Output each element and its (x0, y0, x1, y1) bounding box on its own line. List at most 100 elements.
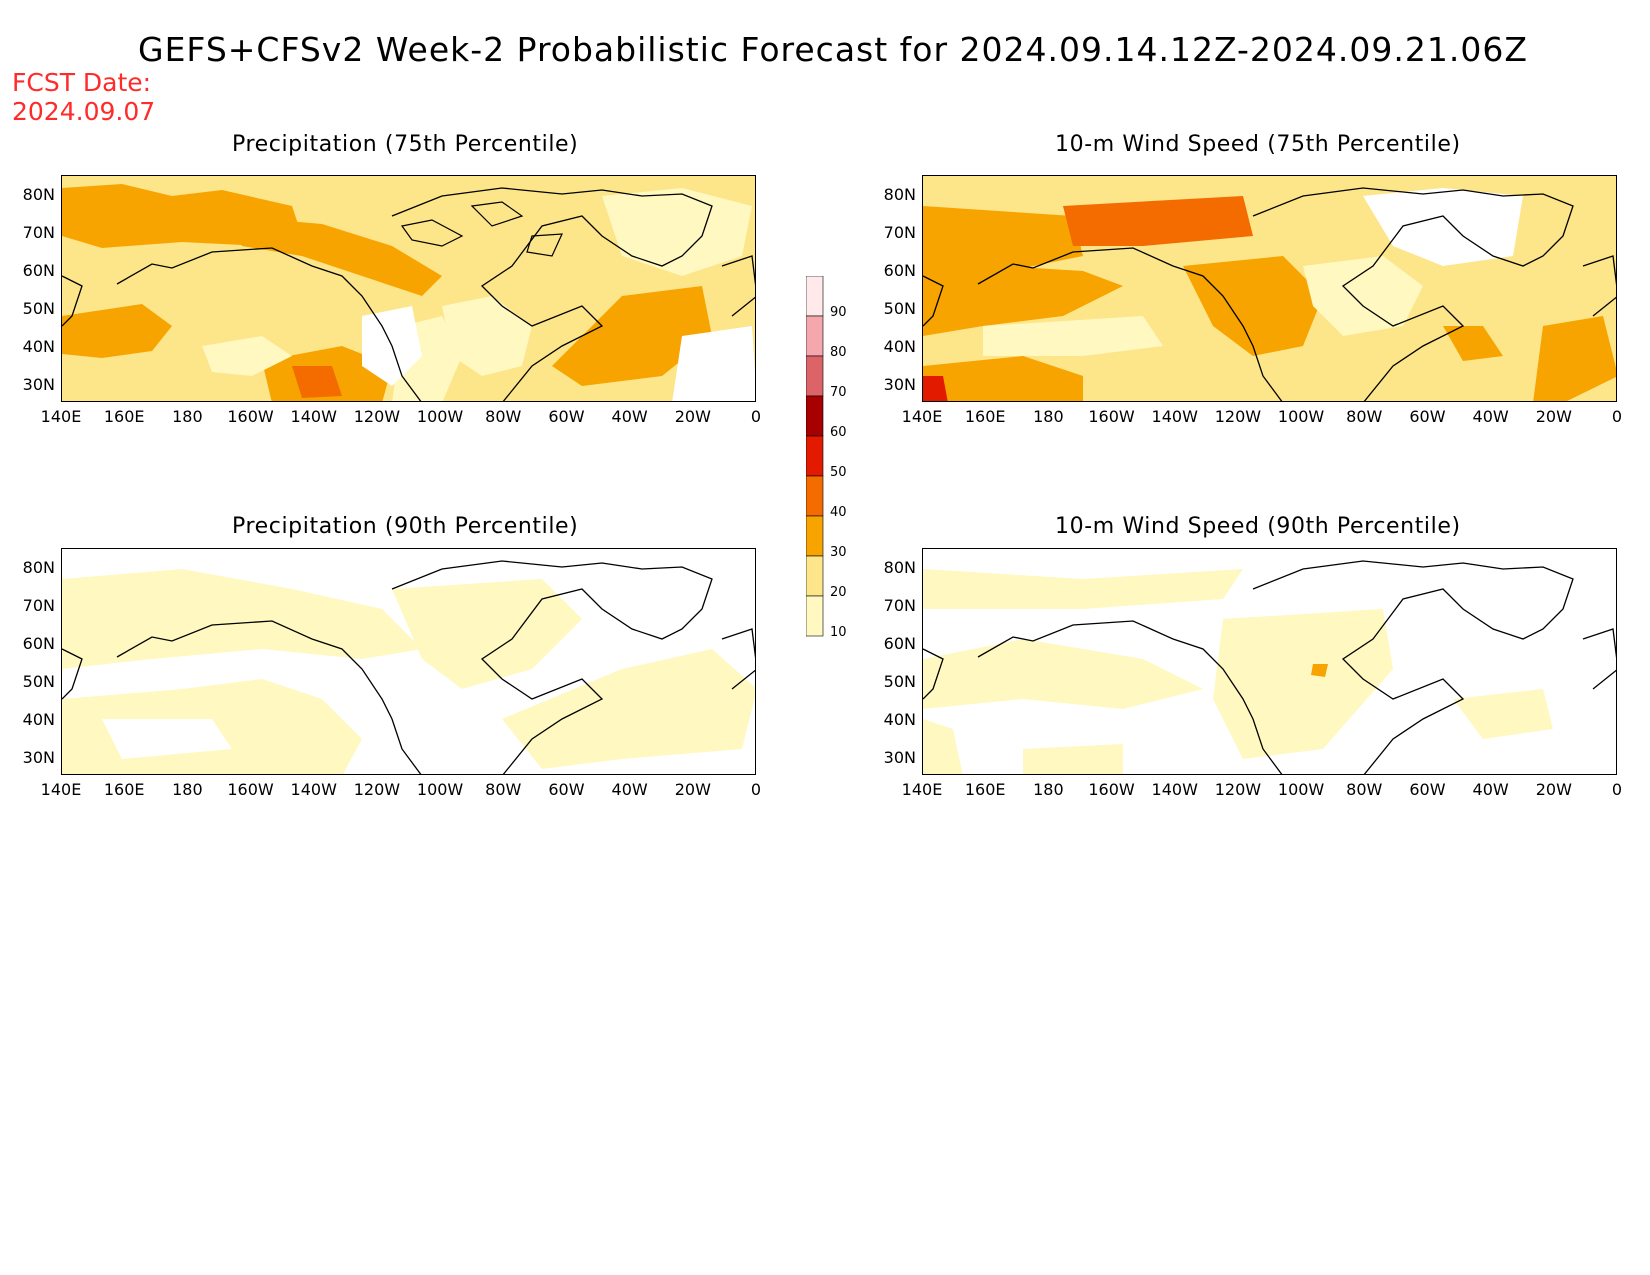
lat-tick-label: 80N (883, 558, 916, 577)
lon-tick-label: 20W (674, 407, 711, 426)
lat-tick-label: 50N (22, 672, 55, 691)
lat-tick-label: 40N (22, 337, 55, 356)
colorbar-swatch (806, 276, 824, 317)
fcst-date-label: FCST Date: (12, 68, 152, 97)
colorbar-swatch (806, 355, 824, 397)
lat-tick-label: 60N (883, 261, 916, 280)
lon-tick-label: 100W (416, 780, 464, 799)
lon-tick-label: 180 (1033, 407, 1064, 426)
lon-tick-label: 20W (674, 780, 711, 799)
colorbar-level-label: 90 (830, 305, 847, 320)
lon-tick-label: 20W (1535, 780, 1572, 799)
lon-tick-label: 160W (227, 407, 274, 426)
colorbar-level-label: 50 (830, 465, 847, 480)
forecast-date: FCST Date: 2024.09.07 (12, 68, 155, 126)
lat-tick-label: 60N (22, 634, 55, 653)
lon-tick-label: 40W (1472, 780, 1509, 799)
lon-tick-label: 40W (611, 780, 648, 799)
lat-tick-label: 70N (22, 223, 55, 242)
lon-tick-label: 120W (353, 407, 401, 426)
lon-tick-label: 140E (901, 780, 943, 799)
lon-tick-label: 160W (1088, 407, 1135, 426)
panel-title-wind-75: 10-m Wind Speed (75th Percentile) (1055, 132, 1461, 157)
lon-tick-label: 0 (750, 407, 762, 426)
panel-title-precip-90: Precipitation (90th Percentile) (232, 514, 579, 539)
lat-tick-label: 30N (883, 375, 916, 394)
map-wind-90 (922, 548, 1617, 775)
lon-tick-label: 80W (485, 780, 522, 799)
lon-tick-label: 140W (290, 407, 337, 426)
colorbar-swatch (806, 595, 824, 637)
lon-tick-label: 160E (103, 407, 145, 426)
colorbar-level-label: 10 (830, 625, 847, 640)
lat-tick-label: 40N (883, 710, 916, 729)
lat-tick-label: 50N (883, 299, 916, 318)
lon-tick-label: 60W (1409, 407, 1446, 426)
lat-tick-label: 30N (883, 748, 916, 767)
main-title: GEFS+CFSv2 Week-2 Probabilistic Forecast… (138, 30, 1528, 69)
lon-tick-label: 140E (40, 780, 82, 799)
lon-tick-label: 160E (964, 407, 1006, 426)
lon-tick-label: 120W (353, 780, 401, 799)
lon-tick-label: 180 (172, 780, 203, 799)
lat-tick-label: 70N (883, 596, 916, 615)
lat-tick-label: 50N (883, 672, 916, 691)
lon-tick-label: 140W (1151, 780, 1198, 799)
lat-tick-label: 30N (22, 375, 55, 394)
lon-tick-label: 120W (1214, 780, 1262, 799)
lat-tick-label: 60N (883, 634, 916, 653)
colorbar-swatch (806, 515, 824, 557)
lon-tick-label: 0 (750, 780, 762, 799)
lon-tick-label: 0 (1611, 780, 1623, 799)
lon-tick-label: 60W (548, 780, 585, 799)
colorbar-level-label: 80 (830, 345, 847, 360)
lon-tick-label: 100W (1277, 407, 1325, 426)
colorbar-swatch (806, 435, 824, 477)
colorbar-level-label: 40 (830, 505, 847, 520)
lat-tick-label: 60N (22, 261, 55, 280)
panel-title-wind-90: 10-m Wind Speed (90th Percentile) (1055, 514, 1461, 539)
lon-tick-label: 80W (1346, 407, 1383, 426)
colorbar-swatch (806, 315, 824, 357)
colorbar-level-label: 30 (830, 545, 847, 560)
colorbar-swatch (806, 475, 824, 517)
lon-tick-label: 20W (1535, 407, 1572, 426)
lon-tick-label: 120W (1214, 407, 1262, 426)
colorbar (806, 276, 824, 637)
colorbar-level-label: 70 (830, 385, 847, 400)
lon-tick-label: 60W (548, 407, 585, 426)
colorbar-level-label: 20 (830, 585, 847, 600)
lat-tick-label: 70N (22, 596, 55, 615)
lat-tick-label: 30N (22, 748, 55, 767)
lon-tick-label: 100W (1277, 780, 1325, 799)
lon-tick-label: 160W (1088, 780, 1135, 799)
lon-tick-label: 40W (1472, 407, 1509, 426)
lon-tick-label: 160E (964, 780, 1006, 799)
lon-tick-label: 180 (1033, 780, 1064, 799)
lon-tick-label: 100W (416, 407, 464, 426)
colorbar-swatch (806, 555, 824, 597)
lat-tick-label: 80N (22, 185, 55, 204)
lat-tick-label: 70N (883, 223, 916, 242)
map-precip-75 (61, 175, 756, 402)
lon-tick-label: 40W (611, 407, 648, 426)
map-wind-75 (922, 175, 1617, 402)
map-precip-90 (61, 548, 756, 775)
fcst-date-value: 2024.09.07 (12, 97, 156, 126)
lat-tick-label: 80N (883, 185, 916, 204)
colorbar-level-label: 60 (830, 425, 847, 440)
lon-tick-label: 60W (1409, 780, 1446, 799)
lon-tick-label: 160W (227, 780, 274, 799)
lon-tick-label: 140E (901, 407, 943, 426)
lon-tick-label: 140W (1151, 407, 1198, 426)
lat-tick-label: 40N (22, 710, 55, 729)
panel-title-precip-75: Precipitation (75th Percentile) (232, 132, 579, 157)
lat-tick-label: 80N (22, 558, 55, 577)
lon-tick-label: 140W (290, 780, 337, 799)
lon-tick-label: 0 (1611, 407, 1623, 426)
lon-tick-label: 180 (172, 407, 203, 426)
colorbar-swatch (806, 395, 824, 437)
lat-tick-label: 40N (883, 337, 916, 356)
lon-tick-label: 80W (1346, 780, 1383, 799)
lon-tick-label: 160E (103, 780, 145, 799)
